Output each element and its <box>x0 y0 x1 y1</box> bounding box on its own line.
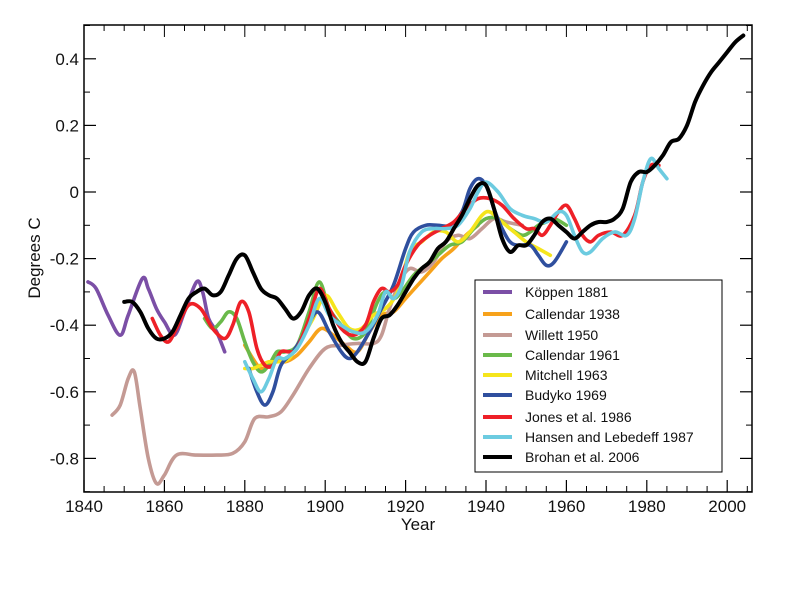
y-tick-label: 0.4 <box>55 50 79 69</box>
legend-label: Callendar 1938 <box>525 306 620 322</box>
x-tick-label: 1860 <box>145 497 183 516</box>
x-axis-title: Year <box>401 515 436 534</box>
y-tick-label: -0.6 <box>50 383 79 402</box>
legend-label: Mitchell 1963 <box>525 367 608 383</box>
series-line-8 <box>122 33 746 366</box>
ticks-layer: 1840 1860 1880 1900 1920 1940 1960 1980 2000 0.4 0… <box>50 25 752 516</box>
series-line-6 <box>150 162 661 369</box>
legend-label: Brohan et al. 2006 <box>525 449 640 465</box>
y-tick-label: 0.2 <box>55 116 79 135</box>
series-layer <box>86 33 746 486</box>
x-tick-label: 1880 <box>226 497 264 516</box>
legend-label: Willett 1950 <box>525 327 598 343</box>
y-axis-title: Degrees C <box>25 217 44 298</box>
x-tick-label: 1960 <box>547 497 585 516</box>
x-tick-label: 1840 <box>65 497 103 516</box>
y-tick-label: 0 <box>70 183 79 202</box>
legend-label: Callendar 1961 <box>525 347 620 363</box>
x-tick-label: 1980 <box>628 497 666 516</box>
y-tick-label: -0.8 <box>50 449 79 468</box>
x-tick-label: 1940 <box>467 497 505 516</box>
legend-label: Hansen and Lebedeff 1987 <box>525 429 694 445</box>
series-line-2 <box>110 216 524 486</box>
x-tick-label: 1920 <box>387 497 425 516</box>
legend-label: Köppen 1881 <box>525 284 609 300</box>
x-tick-label: 2000 <box>708 497 746 516</box>
legend-label: Jones et al. 1986 <box>525 409 632 425</box>
y-tick-label: -0.2 <box>50 250 79 269</box>
legend-box <box>474 279 723 473</box>
x-tick-label: 1900 <box>306 497 344 516</box>
legend: Köppen 1881 Callendar 1938 Willett 1950 Cal… <box>474 279 723 473</box>
y-tick-label: -0.4 <box>50 316 79 335</box>
legend-label: Budyko 1969 <box>525 387 607 403</box>
legend-items: Köppen 1881 Callendar 1938 Willett 1950 Cal… <box>483 284 694 465</box>
series-line-0 <box>86 275 227 354</box>
